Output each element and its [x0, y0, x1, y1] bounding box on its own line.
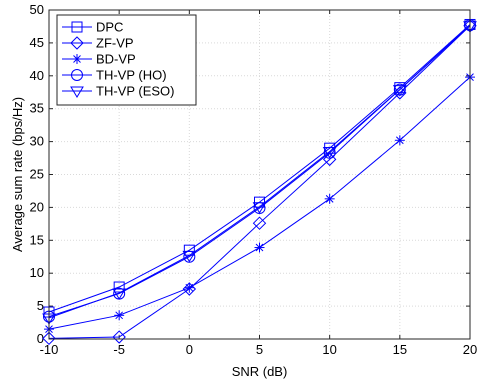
x-tick-label: 10: [322, 342, 336, 357]
y-tick-label: 25: [30, 167, 44, 182]
data-point-zf-vp: [252, 216, 267, 230]
legend-marker-th-vp-eso: [70, 86, 84, 98]
data-point-zf-vp: [42, 331, 56, 346]
asterisk-stroke: [115, 311, 124, 320]
legend-marker-bd-vp: [72, 54, 82, 64]
y-tick-label: 50: [30, 2, 44, 17]
y-tick-label: 5: [37, 298, 44, 313]
legend-box: [56, 14, 197, 106]
legend-marker-th-vp-ho: [71, 69, 83, 81]
asterisk-stroke: [185, 283, 194, 292]
x-tick-label: 0: [186, 342, 193, 357]
data-point-bd-vp: [324, 193, 335, 204]
data-point-bd-vp: [394, 135, 405, 146]
data-point-zf-vp: [182, 282, 197, 296]
legend-label-th-vp-eso: TH-VP (ESO): [96, 84, 175, 99]
asterisk-stroke: [255, 243, 264, 252]
y-tick-label: 35: [30, 101, 44, 116]
x-tick-label: -5: [113, 342, 125, 357]
x-axis-label: SNR (dB): [232, 364, 288, 379]
series-line-zf-vp: [48, 25, 471, 339]
legend-label-bd-vp: BD-VP: [96, 52, 136, 67]
data-point-zf-vp: [393, 86, 407, 100]
axes-box: [48, 9, 471, 340]
y-tick-label: 45: [30, 35, 44, 50]
y-tick-label: 40: [30, 68, 44, 83]
y-tick-label: 15: [30, 232, 44, 247]
asterisk-stroke: [325, 194, 334, 203]
asterisk-stroke: [73, 55, 81, 63]
series-zf-vp: [42, 19, 477, 346]
data-point-th-vp-eso: [252, 202, 267, 214]
data-point-th-vp-eso: [392, 85, 407, 97]
y-tick-label: 30: [30, 134, 44, 149]
legend-label-th-vp-ho: TH-VP (HO): [96, 68, 167, 83]
data-point-bd-vp: [184, 282, 195, 293]
legend-label-dpc: DPC: [96, 20, 123, 35]
data-point-dpc: [113, 281, 125, 293]
data-point-bd-vp: [254, 242, 265, 253]
data-point-th-vp-eso: [182, 250, 197, 263]
x-tick-label: 5: [256, 342, 263, 357]
data-point-bd-vp: [114, 310, 125, 321]
legend-marker-zf-vp: [70, 36, 84, 50]
data-point-th-vp-eso: [112, 288, 127, 300]
data-point-th-vp-eso: [322, 146, 337, 159]
y-tick-label: 20: [30, 199, 44, 214]
y-tick-label: 0: [37, 331, 44, 346]
y-axis-label: Average sum rate (bps/Hz): [10, 97, 25, 252]
x-tick-label: 15: [393, 342, 407, 357]
legend-marker-dpc: [71, 21, 83, 33]
x-tick-label: -10: [40, 342, 59, 357]
data-point-zf-vp: [322, 152, 337, 167]
series-line-th-vp-eso: [48, 25, 471, 319]
x-tick-label: 20: [463, 342, 477, 357]
asterisk-stroke: [395, 136, 404, 145]
series-bd-vp: [44, 72, 475, 335]
legend-label-zf-vp: ZF-VP: [96, 36, 134, 51]
y-tick-label: 10: [30, 265, 44, 280]
data-point-zf-vp: [112, 330, 126, 344]
